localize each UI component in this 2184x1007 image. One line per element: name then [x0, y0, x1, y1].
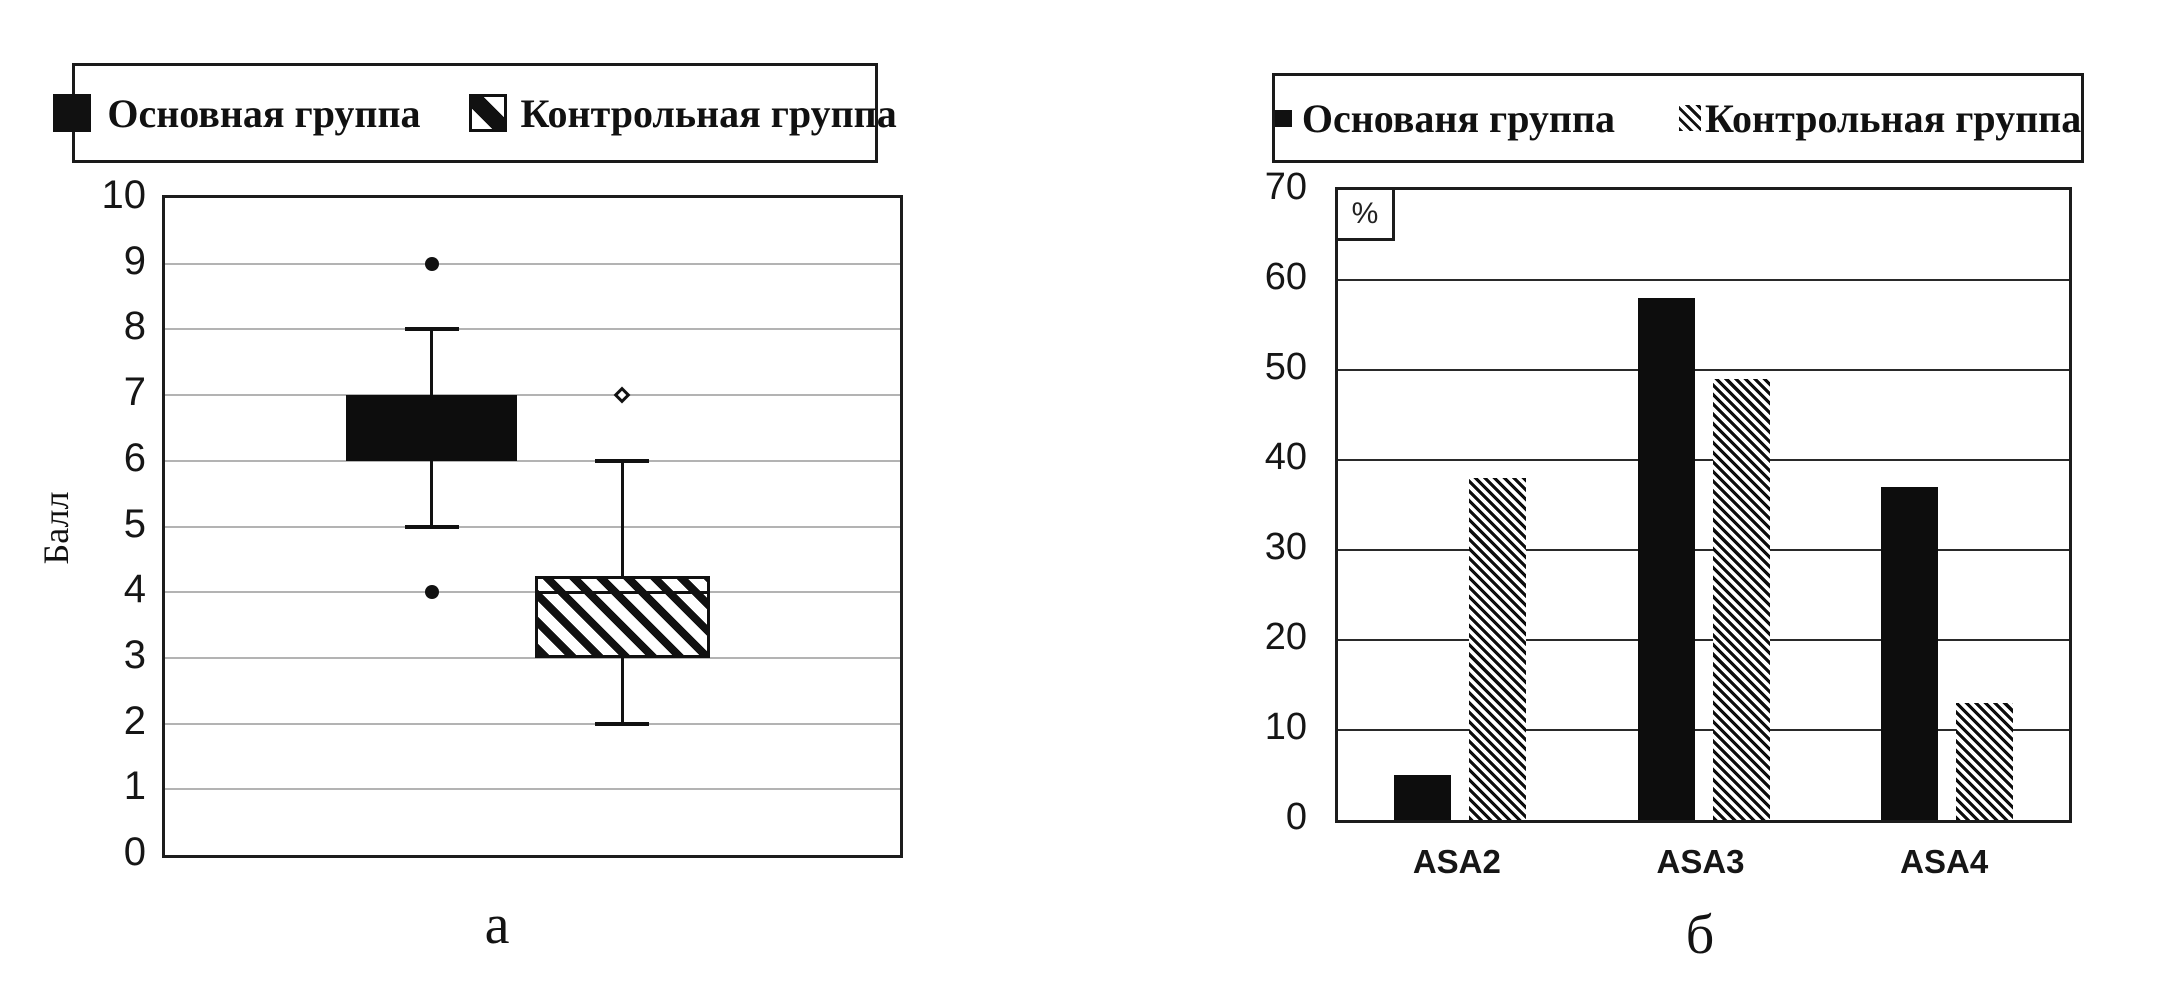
y-tick-label: 20 — [1264, 616, 1307, 658]
legend-entry-control-group: Контрольная группа — [1679, 95, 2081, 142]
diagonal-stripe-swatch-icon — [468, 94, 507, 132]
legend-entry-main-group: Основаня группа — [1274, 95, 1616, 142]
median-line-control — [534, 590, 710, 594]
bar-asa3-main — [1637, 298, 1695, 820]
x-category-label: ASA3 — [1656, 843, 1745, 880]
outlier-dot-main — [424, 256, 439, 271]
diagonal-hatch-swatch-icon — [1679, 105, 1702, 131]
bar-asa4-main — [1881, 487, 1939, 820]
y-tick-label: 0 — [123, 830, 146, 874]
outlier-diamond-control — [613, 386, 631, 404]
y-tick-label: 50 — [1264, 346, 1307, 388]
gridline — [165, 328, 900, 331]
legend-entry-control-group: Контрольная группа — [468, 90, 897, 137]
bar-asa3-control — [1712, 379, 1770, 820]
bar-asa2-main — [1393, 775, 1451, 820]
y-tick-label: 0 — [1285, 796, 1307, 838]
gridline — [1338, 459, 2069, 461]
gridline — [165, 722, 900, 725]
y-tick-label: 40 — [1264, 436, 1307, 478]
percent-unit-label: % — [1351, 197, 1379, 230]
boxplot-box-main — [346, 395, 518, 461]
y-tick-label: 1 — [123, 764, 146, 809]
y-tick-label: 5 — [123, 501, 146, 546]
y-tick-label: 4 — [123, 567, 146, 612]
legend-panel-a: Основная группа Контрольная группа — [53, 63, 897, 163]
legend-label: Контрольная группа — [1705, 95, 2082, 141]
y-tick-label: 7 — [123, 370, 146, 415]
y-tick-label: 10 — [1264, 706, 1307, 748]
y-tick-label: 3 — [123, 632, 146, 677]
percent-unit-box: % — [1335, 187, 1395, 241]
legend-label: Основаня группа — [1301, 95, 1616, 141]
y-tick-label: 6 — [123, 435, 146, 480]
y-tick-label: 2 — [123, 698, 146, 743]
legend-panel-b: Основаня группа Контрольная группа — [1272, 73, 2084, 163]
whisker-cap-main — [404, 524, 459, 529]
y-tick-label: 8 — [123, 304, 146, 349]
whisker-cap-control — [595, 458, 650, 463]
y-tick-label: 10 — [101, 173, 147, 217]
y-tick-label: 9 — [123, 238, 146, 283]
plot-area-a — [162, 195, 903, 858]
whisker-cap-control — [595, 721, 650, 726]
bar-asa4-control — [1956, 703, 2014, 820]
bar-asa2-control — [1468, 478, 1526, 820]
solid-square-swatch-icon — [1274, 109, 1292, 127]
gridline — [165, 459, 900, 462]
panel-label-b: б — [1685, 904, 1715, 966]
y-tick-label: 70 — [1264, 166, 1307, 208]
y-tick-label: 30 — [1264, 526, 1307, 568]
gridline — [165, 394, 900, 397]
gridline — [165, 656, 900, 659]
legend-label: Основная группа — [107, 90, 421, 136]
boxplot-box-control — [534, 575, 710, 658]
gridline — [1338, 549, 2069, 551]
outlier-dot-main — [424, 585, 439, 600]
gridline — [1338, 279, 2069, 281]
gridline — [165, 525, 900, 528]
gridline — [1338, 639, 2069, 641]
gridline — [1338, 369, 2069, 371]
x-category-label: ASA4 — [1900, 843, 1989, 880]
gridline — [165, 262, 900, 265]
x-category-label: ASA2 — [1412, 843, 1501, 880]
panel-label-a: а — [484, 894, 510, 956]
gridline — [165, 788, 900, 791]
solid-square-swatch-icon — [53, 94, 92, 132]
y-tick-label: 60 — [1264, 256, 1307, 298]
gridline — [1338, 729, 2069, 731]
whisker-cap-main — [404, 327, 459, 332]
plot-area-b: % — [1335, 187, 2072, 823]
gridline — [165, 591, 900, 594]
legend-label: Контрольная группа — [520, 90, 897, 136]
legend-entry-main-group: Основная группа — [53, 90, 421, 137]
